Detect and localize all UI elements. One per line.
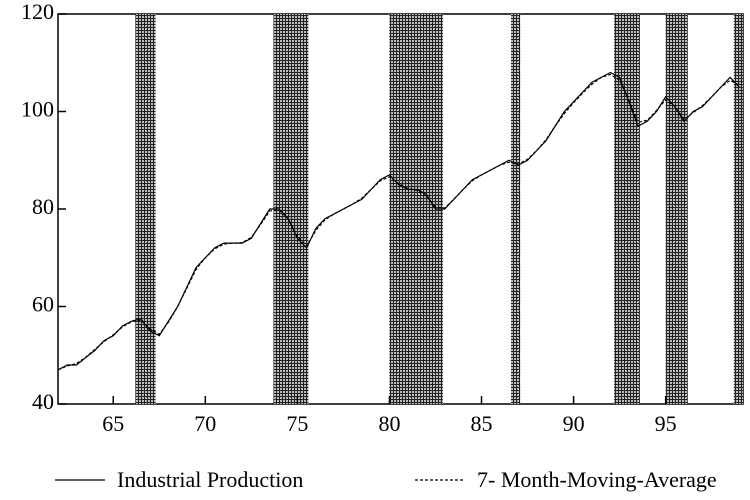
shaded-period (389, 14, 443, 404)
x-tick-label: 90 (563, 411, 585, 436)
x-tick-label: 70 (194, 411, 216, 436)
y-tick-label: 80 (32, 194, 54, 219)
legend-label: Industrial Production (117, 467, 303, 492)
y-tick-label: 100 (21, 97, 54, 122)
series-line (57, 71, 740, 371)
x-tick-label: 75 (286, 411, 308, 436)
x-tick-label: 65 (102, 411, 124, 436)
shaded-period (135, 14, 156, 404)
shaded-period (665, 14, 688, 404)
shaded-period (614, 14, 640, 404)
x-tick-label: 95 (655, 411, 677, 436)
y-tick-label: 40 (32, 389, 54, 414)
shaded-period (733, 14, 743, 404)
shaded-period (510, 14, 521, 404)
legend-label: 7- Month-Moving-Average (477, 467, 717, 492)
x-tick-label: 85 (471, 411, 493, 436)
y-tick-label: 120 (21, 0, 54, 24)
y-tick-label: 60 (32, 292, 54, 317)
x-tick-label: 80 (378, 411, 400, 436)
